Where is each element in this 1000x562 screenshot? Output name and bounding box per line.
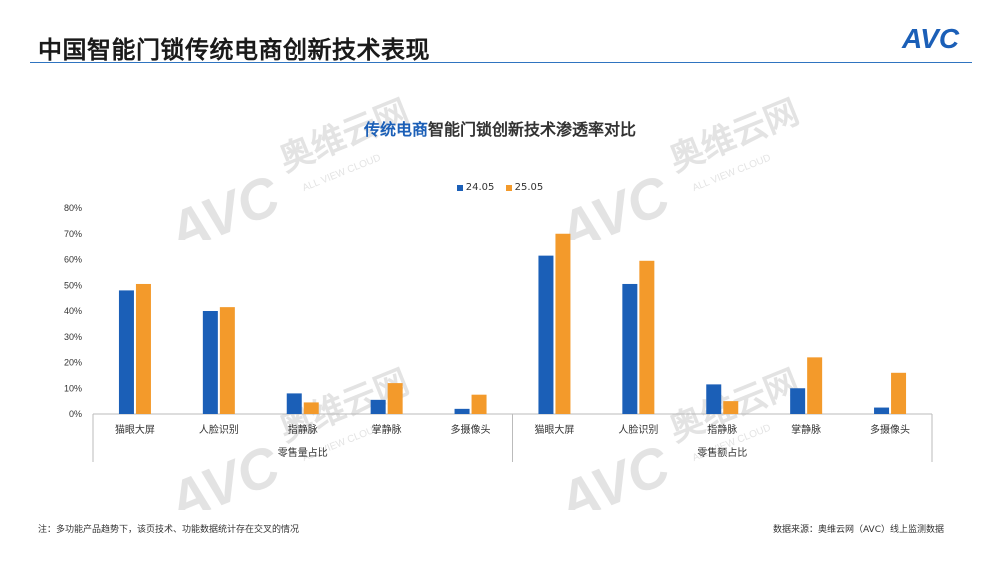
legend-swatch-series1 bbox=[456, 184, 463, 191]
svg-text:AVC: AVC bbox=[901, 23, 960, 54]
x-tick-label: 掌静脉 bbox=[791, 423, 821, 436]
chart-title: 传统电商智能门锁创新技术渗透率对比 bbox=[0, 116, 1000, 140]
bar-series2 bbox=[891, 372, 907, 414]
bar-series1 bbox=[706, 384, 722, 414]
y-tick-label: 10% bbox=[64, 383, 82, 393]
bar-series2 bbox=[303, 402, 319, 414]
legend-swatch-series2 bbox=[505, 184, 512, 191]
bar-series1 bbox=[622, 283, 638, 414]
y-tick-label: 70% bbox=[64, 229, 82, 239]
bar-series1 bbox=[874, 407, 890, 414]
x-tick-label: 掌静脉 bbox=[372, 423, 402, 436]
legend-item-series1: 24.05 bbox=[456, 182, 495, 193]
bar-series2 bbox=[135, 283, 151, 414]
bar-series2 bbox=[471, 394, 487, 414]
data-source: 数据来源：奥维云网（AVC）线上监测数据 bbox=[772, 525, 944, 535]
x-tick-label: 人脸识别 bbox=[199, 423, 239, 436]
chart-legend: 24.05 25.05 bbox=[0, 182, 1000, 194]
x-tick-label: 多摄像头 bbox=[451, 423, 491, 436]
y-tick-label: 80% bbox=[64, 203, 82, 213]
bar-series1 bbox=[790, 388, 806, 414]
y-tick-label: 30% bbox=[64, 332, 82, 342]
bar-series1 bbox=[286, 393, 302, 414]
group-label: 零售额占比 bbox=[697, 446, 747, 459]
legend-item-series2: 25.05 bbox=[505, 182, 544, 193]
bar-series1 bbox=[454, 408, 470, 414]
bar-series2 bbox=[555, 233, 571, 414]
bar-series1 bbox=[118, 290, 134, 414]
bar-series2 bbox=[387, 383, 403, 414]
y-tick-label: 20% bbox=[64, 358, 82, 368]
legend-label-series1: 24.05 bbox=[465, 182, 495, 193]
footnote: 注：多功能产品趋势下，该页技术、功能数据统计存在交叉的情况 bbox=[38, 525, 300, 535]
x-tick-label: 指静脉 bbox=[288, 423, 318, 436]
bar-series2 bbox=[219, 307, 235, 414]
page-title: 中国智能门锁传统电商创新技术表现 bbox=[38, 36, 430, 64]
x-tick-label: 猫眼大屏 bbox=[534, 423, 574, 436]
legend-label-series2: 25.05 bbox=[514, 182, 544, 193]
y-tick-label: 50% bbox=[64, 280, 82, 290]
bar-series1 bbox=[370, 399, 386, 414]
y-tick-label: 0% bbox=[69, 409, 82, 419]
bar-series2 bbox=[639, 260, 655, 414]
bar-series2 bbox=[723, 401, 739, 414]
bar-series2 bbox=[807, 357, 823, 414]
chart-title-rest: 智能门锁创新技术渗透率对比 bbox=[428, 120, 637, 139]
bar-series1 bbox=[202, 311, 218, 414]
chart-title-highlight: 传统电商 bbox=[363, 120, 428, 139]
x-tick-label: 指静脉 bbox=[707, 423, 737, 436]
bar-series1 bbox=[538, 255, 554, 414]
group-label: 零售量占比 bbox=[278, 446, 328, 459]
x-tick-label: 多摄像头 bbox=[870, 423, 910, 436]
x-tick-label: 猫眼大屏 bbox=[115, 423, 155, 436]
y-tick-label: 60% bbox=[64, 255, 82, 265]
avc-logo: AVC bbox=[901, 23, 960, 54]
y-tick-label: 40% bbox=[64, 306, 82, 316]
x-tick-label: 人脸识别 bbox=[618, 423, 658, 436]
title-divider bbox=[30, 62, 972, 63]
